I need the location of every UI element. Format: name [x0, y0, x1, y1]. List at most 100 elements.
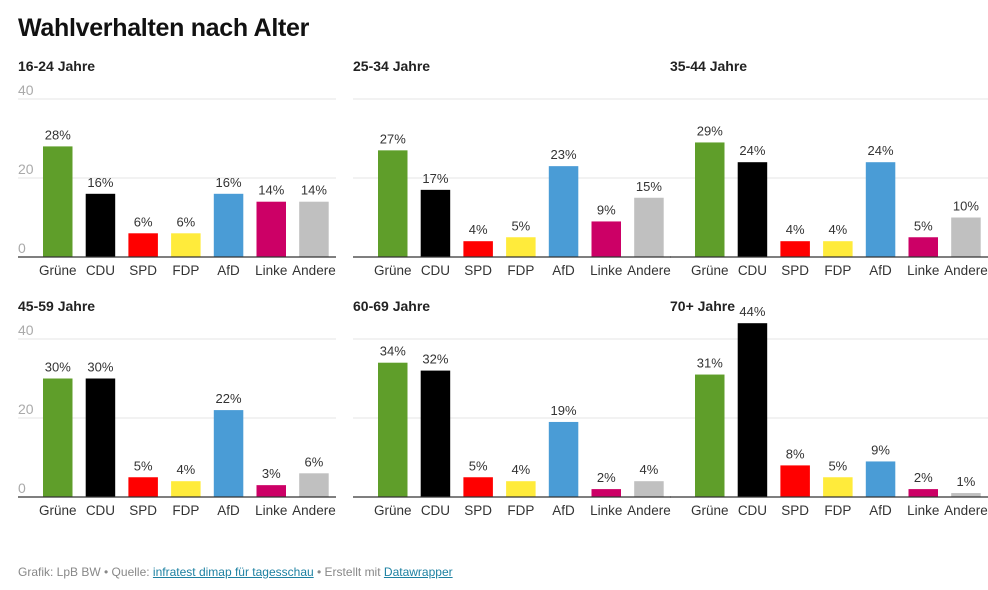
- bar-linke: [591, 221, 621, 257]
- chart-title: Wahlverhalten nach Alter: [18, 14, 310, 42]
- bar-andere: [951, 217, 981, 257]
- bar-fdp: [171, 481, 201, 497]
- value-label: 5%: [134, 458, 153, 473]
- category-label: AfD: [552, 263, 575, 278]
- bar-andere: [634, 481, 664, 497]
- bar-andere: [951, 493, 981, 497]
- category-label: Linke: [590, 263, 622, 278]
- value-label: 2%: [914, 470, 933, 485]
- bar-afd: [213, 410, 244, 497]
- source-separator: • Quelle:: [100, 565, 153, 579]
- panel-45-59: 45-59 Jahre 0 20 40 30% Grüne 30% CDU 5% SPD 4% FD…: [18, 298, 336, 538]
- panel-title: 35-44 Jahre: [670, 58, 748, 74]
- bar-chart-35-44: 29% Grüne 24% CDU 4% SPD 4% FDP 24% AfD 5% Linke 10%…: [670, 98, 988, 278]
- category-label: CDU: [86, 503, 115, 518]
- panel-title: 70+ Jahre: [670, 298, 735, 314]
- bar-cdu: [420, 370, 451, 497]
- bar-cdu: [737, 162, 768, 257]
- panel-60-69: 60-69 Jahre 34% Grüne 32% CDU 5% SPD 4% FDP 19% A…: [353, 298, 671, 538]
- value-label: 30%: [45, 360, 71, 375]
- value-label: 28%: [45, 127, 71, 142]
- value-label: 34%: [380, 344, 406, 359]
- value-label: 4%: [511, 462, 530, 477]
- category-label: SPD: [129, 263, 157, 278]
- bar-spd: [463, 477, 493, 497]
- datawrapper-link[interactable]: Datawrapper: [383, 565, 453, 579]
- bar-spd: [463, 241, 493, 257]
- value-label: 6%: [305, 454, 324, 469]
- category-label: CDU: [421, 503, 450, 518]
- category-label: Grüne: [691, 503, 729, 518]
- bar-afd: [865, 461, 896, 497]
- category-label: Linke: [255, 503, 287, 518]
- category-label: Andere: [944, 503, 988, 518]
- y-tick-label: 20: [18, 161, 34, 177]
- bar-afd: [548, 421, 579, 497]
- footer: Grafik: LpB BW • Quelle: infratest dimap…: [18, 565, 453, 579]
- value-label: 1%: [957, 474, 976, 489]
- value-label: 4%: [176, 462, 195, 477]
- credit-text: Grafik: LpB BW: [18, 565, 101, 579]
- value-label: 24%: [868, 143, 894, 158]
- category-label: Linke: [590, 503, 622, 518]
- category-label: FDP: [507, 263, 534, 278]
- bar-andere: [299, 201, 329, 257]
- category-label: SPD: [781, 503, 809, 518]
- bar-grüne: [378, 150, 408, 257]
- value-label: 5%: [511, 218, 530, 233]
- value-label: 16%: [216, 175, 242, 190]
- category-label: Linke: [907, 503, 939, 518]
- panel-70-plus: 70+ Jahre 31% Grüne 44% CDU 8% SPD 5% FDP 9% AfD 2…: [670, 298, 988, 538]
- value-label: 32%: [422, 352, 448, 367]
- category-label: Andere: [292, 503, 336, 518]
- bar-fdp: [171, 233, 201, 257]
- bar-grüne: [378, 362, 408, 497]
- bar-linke: [256, 485, 286, 497]
- bar-afd: [213, 193, 244, 257]
- value-label: 4%: [828, 222, 847, 237]
- value-label: 22%: [216, 391, 242, 406]
- value-label: 24%: [739, 143, 765, 158]
- category-label: AfD: [217, 503, 240, 518]
- bar-grüne: [43, 378, 73, 497]
- category-label: Grüne: [39, 263, 77, 278]
- category-label: Andere: [627, 263, 671, 278]
- value-label: 2%: [597, 470, 616, 485]
- bar-spd: [128, 233, 158, 257]
- category-label: Andere: [292, 263, 336, 278]
- panel-title: 16-24 Jahre: [18, 58, 96, 74]
- category-label: SPD: [464, 503, 492, 518]
- value-label: 19%: [551, 403, 577, 418]
- bar-spd: [780, 241, 810, 257]
- bar-chart-60-69: 34% Grüne 32% CDU 5% SPD 4% FDP 19% AfD 2% Linke 4% A…: [353, 338, 671, 518]
- panel-16-24: 16-24 Jahre 0 20 40 28% Grüne 16% CDU 6% SPD 6% FD…: [18, 58, 336, 298]
- category-label: AfD: [869, 263, 892, 278]
- category-label: Grüne: [691, 263, 729, 278]
- bar-cdu: [85, 193, 116, 257]
- source-link[interactable]: infratest dimap für tagesschau: [152, 565, 314, 579]
- bar-linke: [908, 489, 938, 497]
- value-label: 17%: [422, 171, 448, 186]
- value-label: 6%: [176, 214, 195, 229]
- category-label: CDU: [86, 263, 115, 278]
- bar-linke: [591, 489, 621, 497]
- value-label: 14%: [258, 183, 284, 198]
- category-label: CDU: [738, 263, 767, 278]
- category-label: Grüne: [39, 503, 77, 518]
- tool-separator: • Erstellt mit: [313, 565, 384, 579]
- bar-chart-16-24: 0 20 40 28% Grüne 16% CDU 6% SPD 6% FDP 16% AfD 14% Li…: [18, 82, 336, 278]
- category-label: FDP: [172, 503, 199, 518]
- category-label: Andere: [627, 503, 671, 518]
- category-label: CDU: [421, 263, 450, 278]
- panel-title: 60-69 Jahre: [353, 298, 431, 314]
- category-label: Linke: [907, 263, 939, 278]
- value-label: 4%: [786, 222, 805, 237]
- value-label: 14%: [301, 183, 327, 198]
- value-label: 5%: [828, 458, 847, 473]
- bar-cdu: [420, 189, 451, 257]
- category-label: FDP: [824, 503, 851, 518]
- value-label: 5%: [914, 218, 933, 233]
- value-label: 9%: [871, 442, 890, 457]
- bar-fdp: [823, 241, 853, 257]
- category-label: FDP: [507, 503, 534, 518]
